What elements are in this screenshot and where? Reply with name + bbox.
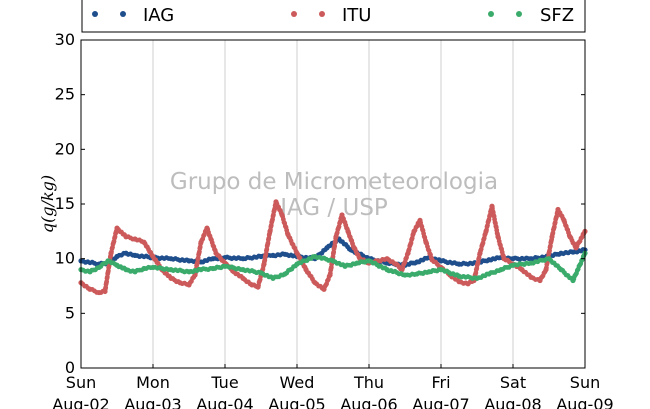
x-tick-label-day: Tue — [210, 373, 238, 392]
legend-marker-sfz — [516, 11, 522, 17]
x-axis: Sun Aug-02 Mon Aug-03 Tue Aug-04 Wed Aug-05 Thu A… — [52, 364, 614, 409]
x-tick-label-date: Aug-02 — [52, 395, 109, 409]
x-tick-label-day: Sun — [66, 373, 96, 392]
y-tick-label: 5 — [65, 303, 75, 322]
x-tick-label-day: Sun — [570, 373, 600, 392]
x-tick-label-date: Aug-05 — [268, 395, 325, 409]
legend-label-sfz: SFZ — [540, 5, 574, 26]
x-tick-label-day: Mon — [136, 373, 170, 392]
watermark: Grupo de Micrometeorologia IAG / USP — [170, 169, 498, 221]
y-tick-label: 10 — [55, 249, 75, 268]
data-points — [78, 199, 588, 296]
legend-marker-itu — [291, 11, 297, 17]
y-tick-label: 0 — [65, 358, 75, 377]
y-tick-label: 30 — [55, 30, 75, 49]
legend: IAG ITU SFZ — [81, 0, 586, 33]
x-tick-label-day: Sat — [500, 373, 526, 392]
x-tick-label-date: Aug-08 — [484, 395, 541, 409]
x-tick-label-day: Fri — [431, 373, 450, 392]
x-tick-label-day: Thu — [353, 373, 384, 392]
x-tick-label-date: Aug-07 — [412, 395, 469, 409]
y-axis-label: q(g/kg) — [38, 175, 57, 233]
y-tick-label: 25 — [55, 85, 75, 104]
legend-label-itu: ITU — [342, 5, 371, 26]
watermark-line-1: Grupo de Micrometeorologia — [170, 169, 498, 195]
legend-label-iag: IAG — [143, 5, 174, 26]
legend-marker-iag — [120, 11, 126, 17]
legend-marker-itu — [319, 11, 325, 17]
legend-marker-sfz — [488, 11, 494, 17]
x-tick-label-day: Wed — [280, 373, 315, 392]
legend-items: IAG ITU SFZ — [92, 5, 574, 26]
x-tick-label-date: Aug-06 — [340, 395, 397, 409]
y-tick-label: 20 — [55, 139, 75, 158]
y-tick-label: 15 — [55, 194, 75, 213]
x-tick-label-date: Aug-04 — [196, 395, 253, 409]
x-tick-label-date: Aug-03 — [124, 395, 181, 409]
x-tick-label-date: Aug-09 — [556, 395, 613, 409]
watermark-line-2: IAG / USP — [280, 195, 388, 221]
legend-marker-iag — [92, 11, 98, 17]
grid-layer — [152, 40, 514, 368]
legend-frame — [81, 0, 586, 33]
y-axis: 0 5 10 15 20 25 30 — [55, 30, 585, 377]
